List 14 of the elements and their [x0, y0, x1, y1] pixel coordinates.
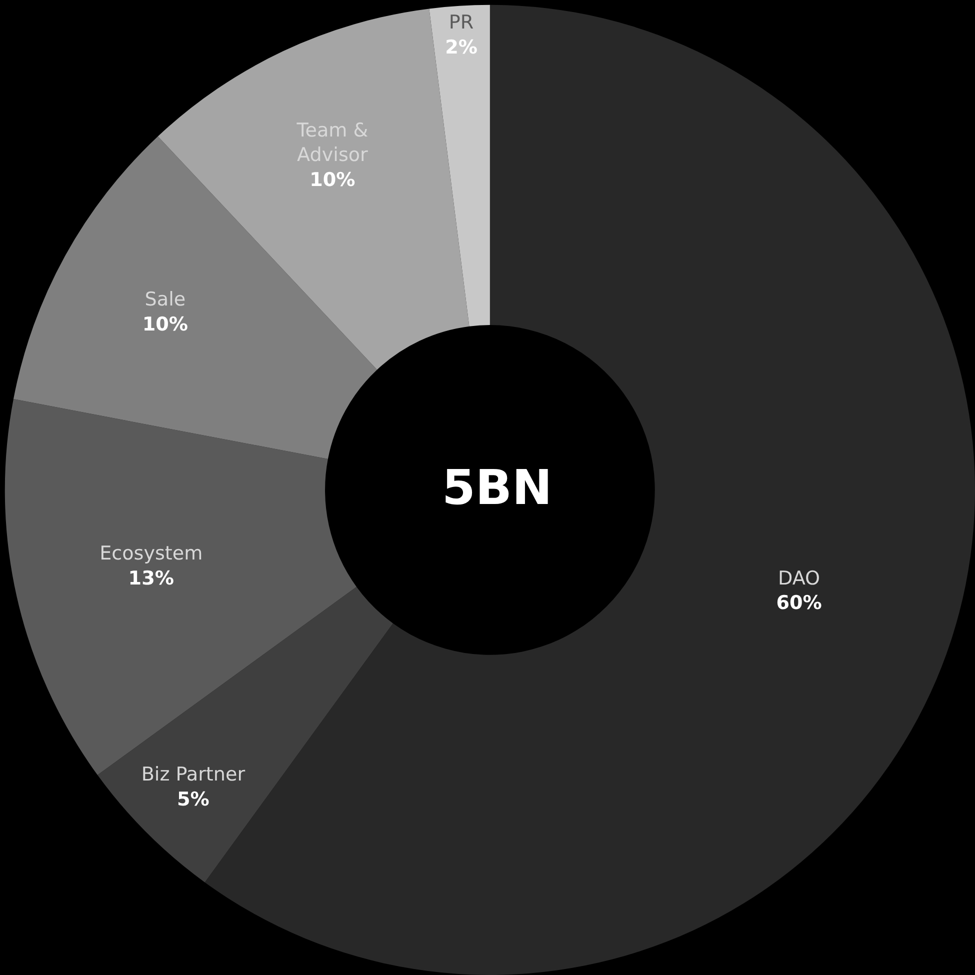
- donut-slice: [98, 586, 393, 882]
- donut-slice: [13, 136, 378, 460]
- slice-label: PR: [448, 12, 474, 34]
- text: 5BN: [442, 460, 552, 516]
- slice-label: DAO: [778, 567, 820, 590]
- slice-label: Sale: [144, 288, 186, 310]
- data-label: 60%: [776, 592, 822, 614]
- slice-label: Ecosystem: [100, 542, 203, 565]
- slice-label: Biz Partner: [141, 764, 246, 786]
- data-label: 10%: [310, 168, 356, 191]
- donut-slice: [429, 4, 490, 326]
- data-label: 10%: [142, 313, 188, 336]
- data-label: 13%: [128, 568, 174, 590]
- data-label: 5%: [176, 788, 210, 810]
